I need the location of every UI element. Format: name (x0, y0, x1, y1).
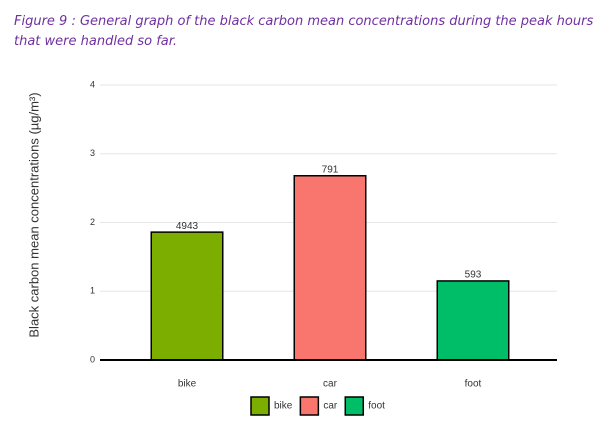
x-tick-label: foot (465, 379, 482, 390)
legend-label: bike (274, 401, 293, 412)
legend-label: foot (368, 401, 385, 412)
y-tick-label: 3 (90, 148, 95, 158)
legend-swatch (344, 396, 365, 416)
y-tick-label: 2 (90, 217, 95, 227)
y-axis-label: Black carbon mean concentrations (µg/m³) (26, 92, 41, 337)
legend-swatch (250, 396, 270, 416)
x-tick-label: bike (178, 379, 197, 390)
count-label: 791 (322, 164, 339, 175)
legend-swatch (299, 396, 320, 416)
x-tick-label: car (323, 379, 338, 390)
caption: Figure 9 : General graph of the black ca… (14, 14, 594, 49)
bar (436, 280, 510, 361)
y-tick-label: 4 (90, 79, 95, 89)
count-label: 593 (465, 270, 482, 281)
y-tick-label: 1 (90, 286, 95, 296)
bar (293, 175, 367, 361)
y-tick-label: 0 (90, 354, 95, 364)
count-label: 4943 (176, 221, 199, 232)
legend-label: car (323, 401, 338, 412)
bar (150, 231, 224, 361)
